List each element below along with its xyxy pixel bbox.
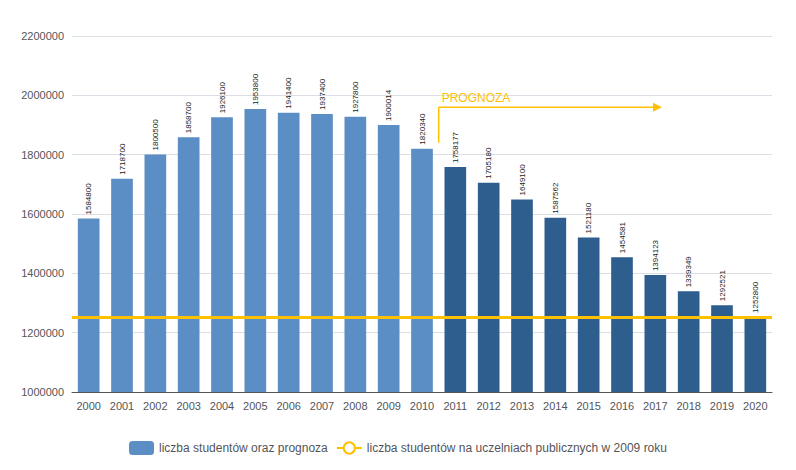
svg-text:1292521: 1292521 — [718, 270, 727, 302]
svg-text:2013: 2013 — [510, 400, 534, 412]
svg-text:1926100: 1926100 — [218, 82, 227, 114]
svg-text:1937400: 1937400 — [318, 78, 327, 110]
svg-text:1900014: 1900014 — [384, 89, 393, 121]
svg-text:2200000: 2200000 — [21, 30, 64, 42]
svg-text:2018: 2018 — [676, 400, 700, 412]
svg-text:1394123: 1394123 — [651, 239, 660, 271]
svg-text:1200000: 1200000 — [21, 327, 64, 339]
svg-text:1000000: 1000000 — [21, 386, 64, 398]
svg-text:2000000: 2000000 — [21, 89, 64, 101]
svg-text:1584800: 1584800 — [84, 183, 93, 215]
svg-text:1927800: 1927800 — [351, 81, 360, 113]
svg-text:2011: 2011 — [444, 400, 468, 412]
svg-text:2006: 2006 — [276, 400, 300, 412]
svg-text:2002: 2002 — [143, 400, 167, 412]
svg-text:liczba studentów oraz prognoza: liczba studentów oraz prognoza — [159, 441, 328, 455]
svg-text:2020: 2020 — [743, 400, 767, 412]
svg-text:2016: 2016 — [610, 400, 634, 412]
svg-text:2019: 2019 — [710, 400, 734, 412]
svg-text:1718700: 1718700 — [118, 143, 127, 175]
svg-text:2007: 2007 — [310, 400, 334, 412]
svg-text:liczba studentów na uczelniach: liczba studentów na uczelniach publiczny… — [367, 441, 667, 455]
svg-text:2000: 2000 — [76, 400, 100, 412]
svg-text:1941400: 1941400 — [284, 77, 293, 109]
svg-text:PROGNOZA: PROGNOZA — [442, 91, 511, 105]
svg-text:1705180: 1705180 — [484, 147, 493, 179]
svg-text:1649100: 1649100 — [518, 164, 527, 196]
svg-text:1758177: 1758177 — [451, 131, 460, 163]
svg-text:1521180: 1521180 — [584, 202, 593, 233]
svg-text:1587562: 1587562 — [551, 182, 560, 214]
svg-text:1800500: 1800500 — [151, 119, 160, 151]
svg-text:1858700: 1858700 — [184, 102, 193, 134]
svg-text:2001: 2001 — [110, 400, 134, 412]
svg-text:1820340: 1820340 — [418, 113, 427, 145]
svg-text:1454581: 1454581 — [618, 221, 627, 253]
svg-text:2010: 2010 — [410, 400, 434, 412]
svg-text:2017: 2017 — [643, 400, 667, 412]
svg-text:2015: 2015 — [576, 400, 600, 412]
svg-text:1252800: 1252800 — [751, 281, 760, 313]
svg-text:1339349: 1339349 — [684, 256, 693, 288]
svg-text:2004: 2004 — [210, 400, 234, 412]
svg-text:1400000: 1400000 — [21, 267, 64, 279]
svg-text:2008: 2008 — [343, 400, 367, 412]
svg-text:1600000: 1600000 — [21, 208, 64, 220]
svg-text:2012: 2012 — [476, 400, 500, 412]
svg-text:1800000: 1800000 — [21, 149, 64, 161]
svg-text:1953800: 1953800 — [251, 73, 260, 105]
svg-text:2003: 2003 — [176, 400, 200, 412]
svg-text:2005: 2005 — [243, 400, 267, 412]
svg-text:2014: 2014 — [543, 400, 567, 412]
svg-text:2009: 2009 — [376, 400, 400, 412]
